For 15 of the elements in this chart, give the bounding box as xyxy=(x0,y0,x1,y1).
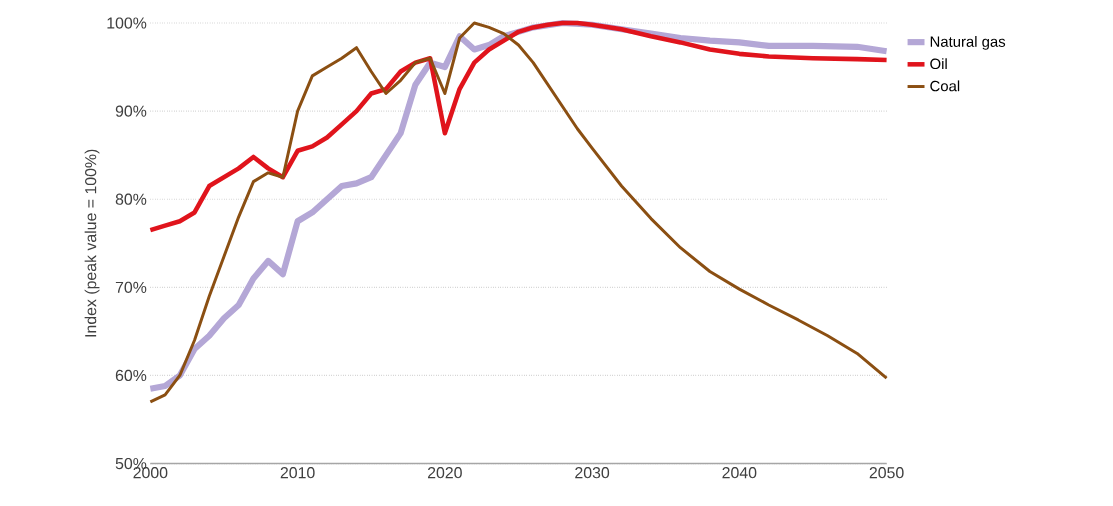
y-axis-title: Index (peak value = 100%) xyxy=(84,149,100,337)
x-tick-label: 2020 xyxy=(427,466,462,479)
legend-label: Natural gas xyxy=(930,35,1006,50)
y-tick-label: 90% xyxy=(115,105,147,117)
x-tick-label: 2030 xyxy=(575,466,610,479)
x-tick-label: 2010 xyxy=(280,466,315,479)
x-tick-label: 2050 xyxy=(869,466,904,479)
y-tick-label: 50% xyxy=(115,457,147,469)
y-tick-label: 100% xyxy=(107,17,147,29)
y-tick-label: 60% xyxy=(115,369,147,381)
y-tick-label: 70% xyxy=(115,281,147,293)
y-tick-label: 80% xyxy=(115,193,147,205)
legend-label: Oil xyxy=(930,57,947,69)
legend-label: Coal xyxy=(930,80,960,92)
x-tick-label: 2040 xyxy=(722,466,757,479)
